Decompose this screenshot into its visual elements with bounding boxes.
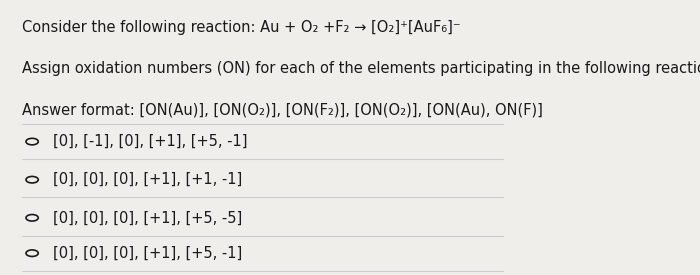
Text: [0], [0], [0], [+1], [+5, -1]: [0], [0], [0], [+1], [+5, -1]	[52, 246, 242, 261]
Text: [0], [0], [0], [+1], [+5, -5]: [0], [0], [0], [+1], [+5, -5]	[52, 210, 242, 225]
Text: Answer format: [ON(Au)], [ON(O₂)], [ON(F₂)], [ON(O₂)], [ON(Au), ON(F)]: Answer format: [ON(Au)], [ON(O₂)], [ON(F…	[22, 102, 542, 117]
Text: Assign oxidation numbers (ON) for each of the elements participating in the foll: Assign oxidation numbers (ON) for each o…	[22, 61, 700, 76]
Text: Consider the following reaction: Au + O₂ +F₂ → [O₂]⁺[AuF₆]⁻: Consider the following reaction: Au + O₂…	[22, 20, 461, 35]
Text: [0], [-1], [0], [+1], [+5, -1]: [0], [-1], [0], [+1], [+5, -1]	[52, 134, 247, 149]
Text: [0], [0], [0], [+1], [+1, -1]: [0], [0], [0], [+1], [+1, -1]	[52, 172, 242, 187]
